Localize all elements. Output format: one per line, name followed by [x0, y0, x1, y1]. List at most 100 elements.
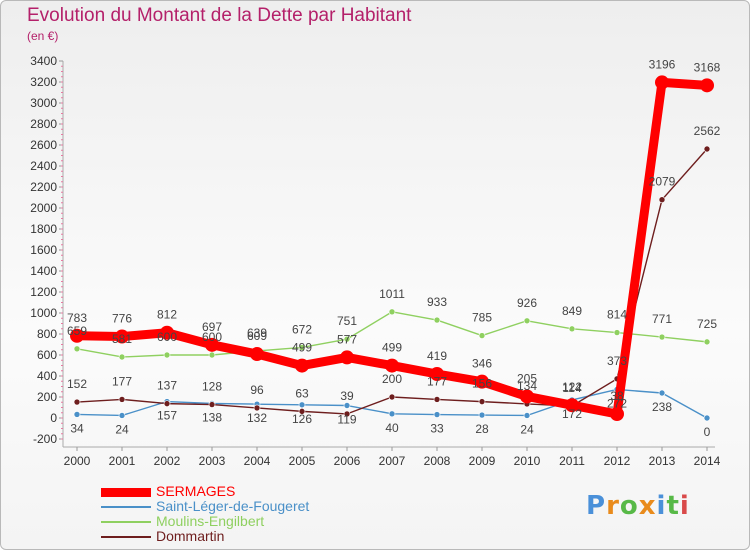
data-label: 2079 — [649, 175, 676, 189]
logo-letter: i — [679, 491, 690, 521]
data-label: 238 — [652, 400, 672, 414]
legend-label: SERMAGES — [156, 483, 236, 499]
data-label: 205 — [517, 371, 537, 385]
data-label: 639 — [247, 326, 267, 340]
data-point — [433, 316, 441, 324]
data-labels-layer: 783 776 812 697 609 499 577 499 419 346 205 122 38 31… — [67, 57, 721, 439]
data-label: 126 — [292, 412, 312, 426]
data-point — [208, 401, 216, 408]
y-tick-label: 2000 — [30, 201, 57, 215]
data-point — [565, 398, 579, 413]
data-point — [205, 337, 219, 352]
data-label: 849 — [562, 304, 582, 318]
data-point — [295, 358, 309, 373]
y-tick-label: 3400 — [30, 54, 57, 68]
data-label: 581 — [112, 332, 132, 346]
logo-letter: o — [619, 491, 639, 521]
data-label: 499 — [292, 341, 312, 355]
data-label: 609 — [247, 329, 267, 343]
data-label: 38 — [610, 389, 624, 403]
data-label: 933 — [427, 295, 447, 309]
data-label: 776 — [112, 312, 132, 326]
data-label: 24 — [115, 422, 129, 436]
data-label: 600 — [157, 330, 177, 344]
y-tick-label: 1400 — [30, 264, 57, 278]
data-point — [73, 398, 81, 406]
data-point — [520, 389, 534, 404]
data-point — [658, 196, 666, 204]
data-point — [163, 351, 171, 359]
series-layer — [70, 75, 714, 422]
data-label: 373 — [607, 354, 627, 368]
y-tick-label: 600 — [37, 348, 57, 362]
proxiti-logo: Proxiti — [586, 491, 690, 521]
data-label: 24 — [520, 422, 534, 436]
data-point — [73, 411, 81, 418]
x-tick-label: 2007 — [379, 454, 406, 468]
data-point — [388, 393, 396, 401]
x-tick-label: 2012 — [604, 454, 631, 468]
data-point — [343, 335, 351, 343]
x-tick-label: 2000 — [64, 454, 91, 468]
data-point — [703, 338, 711, 346]
data-label: 697 — [202, 320, 222, 334]
data-label: 177 — [427, 374, 447, 388]
data-point — [298, 401, 306, 409]
data-point — [253, 404, 261, 412]
data-label: 40 — [385, 421, 399, 435]
data-label: 814 — [607, 308, 627, 322]
logo-letter: x — [638, 491, 657, 521]
legend-swatch — [101, 521, 151, 523]
data-point — [250, 347, 264, 362]
y-tick-label: 2600 — [30, 138, 57, 152]
data-label: 132 — [247, 411, 267, 425]
legend-label: Dommartin — [156, 528, 225, 544]
data-label: 122 — [562, 380, 582, 394]
legend-label: Moulins-Engilbert — [156, 513, 265, 529]
data-label: 272 — [607, 396, 627, 410]
data-point — [73, 345, 81, 353]
data-label: 0 — [704, 425, 711, 439]
data-label: 172 — [562, 407, 582, 421]
x-tick-label: 2005 — [289, 454, 316, 468]
y-tick-label: 1800 — [30, 222, 57, 236]
data-point — [343, 402, 351, 409]
legend-swatch — [101, 487, 151, 497]
data-label: 134 — [517, 379, 537, 393]
data-point — [70, 328, 84, 343]
data-label: 783 — [67, 311, 87, 325]
x-tick-label: 2014 — [694, 454, 721, 468]
data-label: 200 — [382, 372, 402, 386]
data-label: 419 — [427, 349, 447, 363]
data-label: 39 — [340, 389, 354, 403]
data-label: 659 — [67, 324, 87, 338]
x-tick-label: 2013 — [649, 454, 676, 468]
data-label: 3168 — [694, 60, 721, 74]
x-tick-label: 2006 — [334, 454, 361, 468]
data-label: 600 — [202, 330, 222, 344]
data-point — [655, 75, 669, 90]
logo-letter: t — [666, 491, 680, 521]
data-label: 2562 — [694, 124, 721, 138]
data-label: 785 — [472, 311, 492, 325]
axes: -200020040060080010001200140016001800200… — [30, 54, 720, 468]
data-point — [703, 414, 711, 422]
data-point — [433, 396, 441, 403]
data-point — [613, 329, 621, 336]
y-tick-label: 2400 — [30, 159, 57, 173]
data-point — [160, 325, 174, 340]
data-label: 577 — [337, 332, 357, 346]
data-label: 157 — [157, 409, 177, 423]
data-label: 177 — [112, 374, 132, 388]
data-point — [343, 410, 351, 418]
data-point — [568, 325, 576, 333]
logo-letter: P — [586, 491, 607, 521]
data-point — [388, 308, 396, 316]
y-tick-label: 1200 — [30, 285, 57, 299]
x-tick-label: 2010 — [514, 454, 541, 468]
data-label: 33 — [430, 422, 444, 436]
y-tick-label: 0 — [50, 411, 57, 425]
x-tick-label: 2004 — [244, 454, 271, 468]
data-label: 156 — [472, 377, 492, 391]
